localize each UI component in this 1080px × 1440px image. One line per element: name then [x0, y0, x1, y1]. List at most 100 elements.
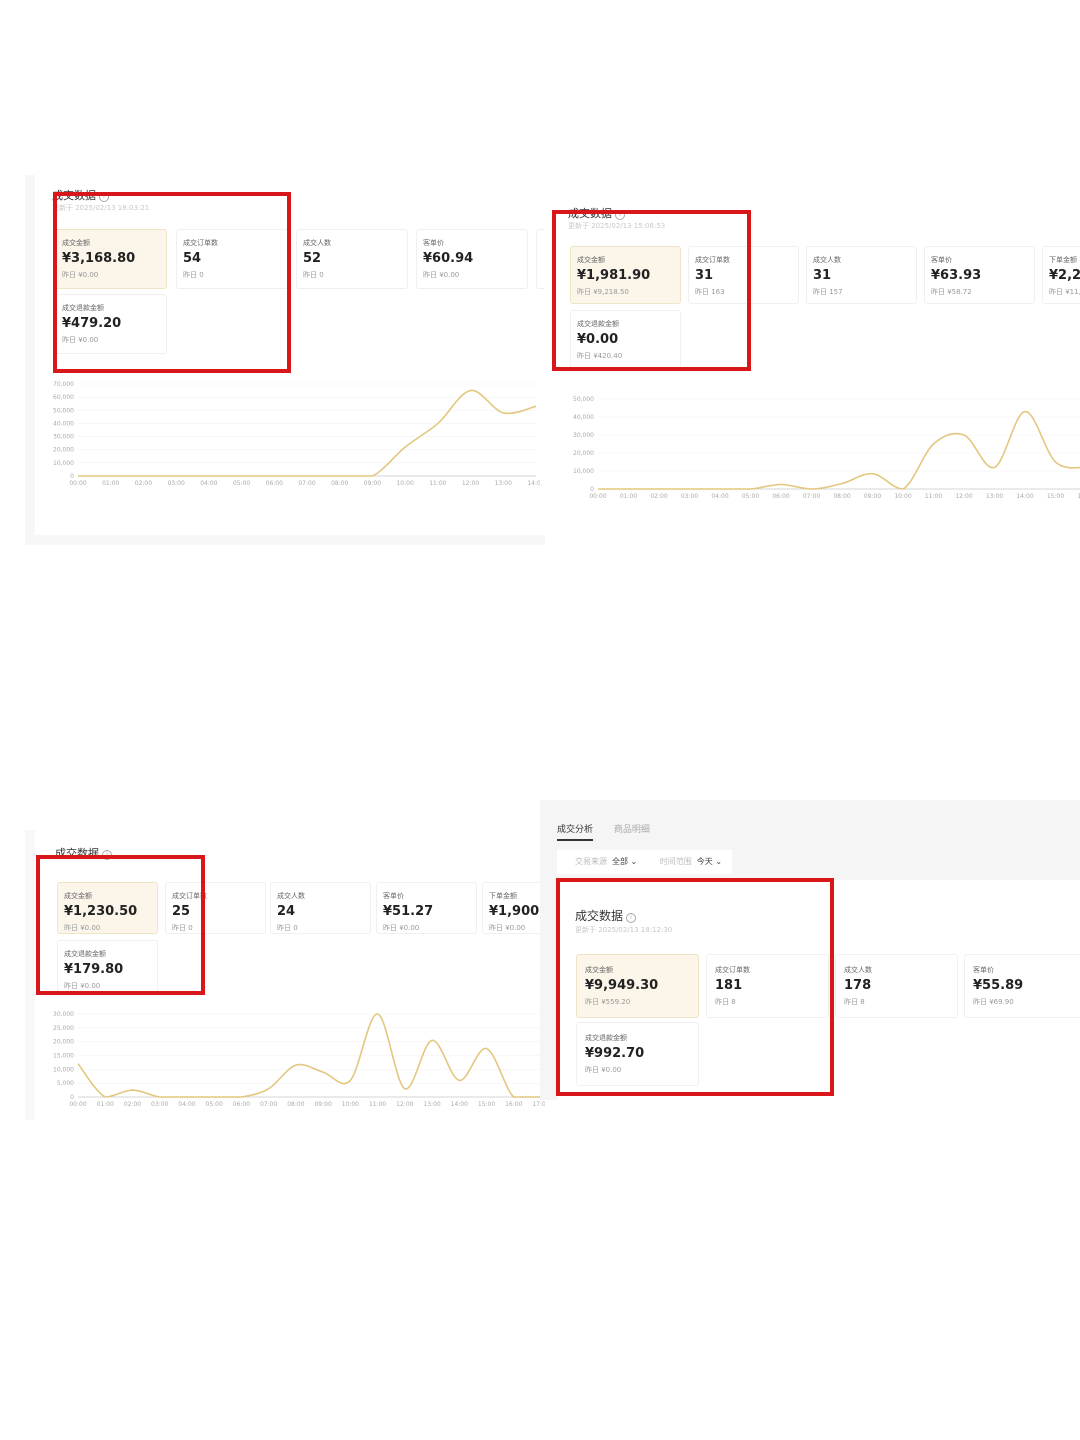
- metric-value: ¥992.70: [585, 1046, 645, 1061]
- tab-product-details[interactable]: 商品明细: [613, 825, 650, 835]
- metric-card[interactable]: 成交人数 178 昨日 8: [835, 954, 958, 1018]
- metric-card[interactable]: 成交订单数 181 昨日 8: [706, 954, 829, 1018]
- metric-value: 31: [695, 268, 714, 283]
- metric-value: 52: [303, 251, 322, 266]
- metric-card[interactable]: 成交订单数 31 昨日 163: [688, 246, 799, 304]
- x-tick-label: 01:00: [620, 493, 637, 500]
- metric-yesterday: 昨日 ¥9,218.50: [577, 288, 629, 296]
- x-tick-label: 06:00: [233, 1101, 250, 1108]
- filter-source-select[interactable]: 全部 ⌄: [612, 857, 638, 866]
- refund-card[interactable]: 成交退款金额 ¥479.20 昨日 ¥0.00: [55, 294, 167, 354]
- x-tick-label: 10:00: [342, 1101, 359, 1108]
- metric-yesterday: 昨日 ¥0.00: [585, 1066, 622, 1074]
- metric-label: 成交人数: [813, 256, 841, 264]
- metric-value: ¥63.93: [931, 268, 982, 283]
- y-tick-label: 30,000: [53, 1011, 74, 1018]
- tab-transaction-analysis[interactable]: 成交分析: [557, 822, 594, 841]
- refund-card[interactable]: 成交退款金额 ¥179.80 昨日 ¥0.00: [57, 940, 158, 992]
- metric-value: ¥1,900.60: [489, 904, 545, 919]
- info-icon[interactable]: i: [626, 913, 637, 923]
- metric-value: 24: [277, 904, 296, 919]
- metric-yesterday: 昨日 ¥0.00: [423, 271, 460, 279]
- metric-card[interactable]: 下单金额 ¥1,900.60 昨日 ¥0.00: [482, 882, 545, 934]
- dashboard-screenshot-4: 成交分析 商品明细 交易来源 全部 ⌄ 时间范围 今天 ⌄ 成交数据 i 更新于 202…: [540, 800, 1080, 1100]
- highlight-box-2: [552, 210, 751, 371]
- x-tick-label: 11:00: [369, 1101, 386, 1108]
- x-tick-label: 12:00: [396, 1101, 413, 1108]
- x-tick-label: 03:00: [151, 1101, 168, 1108]
- metric-yesterday: 昨日 ¥559.20: [585, 998, 631, 1006]
- metric-label: 成交退款金额: [62, 304, 104, 312]
- y-tick-label: 20,000: [53, 447, 74, 454]
- metric-card[interactable]: 成交人数 31 昨日 157: [806, 246, 917, 304]
- x-tick-label: 05:00: [742, 493, 759, 500]
- x-tick-label: 10:00: [894, 493, 911, 500]
- metric-card[interactable]: 成交人数 52 昨日 0: [296, 229, 408, 289]
- x-tick-label: 09:00: [364, 480, 381, 487]
- metric-card[interactable]: 成交订单数 25 昨日 0: [165, 882, 266, 934]
- metric-label: 成交退款金额: [577, 320, 619, 328]
- metric-yesterday: 昨日 0: [303, 271, 324, 279]
- x-tick-label: 15:00: [1047, 493, 1064, 500]
- metric-value: ¥1,230.50: [64, 904, 138, 919]
- x-tick-label: 13:00: [495, 480, 512, 487]
- x-tick-label: 06:00: [772, 493, 789, 500]
- metric-yesterday: 昨日 ¥11,: [1049, 288, 1080, 296]
- metric-label: 下单金额: [1049, 256, 1077, 264]
- metric-label: 成交金额: [577, 256, 605, 264]
- x-tick-label: 14:00: [1016, 493, 1033, 500]
- x-tick-label: 08:00: [331, 480, 348, 487]
- metric-card[interactable]: 客单价 ¥63.93 昨日 ¥58.72: [924, 246, 1035, 304]
- metric-value: ¥51.27: [383, 904, 434, 919]
- metric-yesterday: 昨日 ¥0.00: [489, 924, 526, 932]
- metric-yesterday: 昨日 ¥0.00: [64, 924, 101, 932]
- metric-yesterday: 昨日 ¥58.72: [931, 288, 972, 296]
- x-tick-label: 00:00: [589, 493, 606, 500]
- metric-card[interactable]: 成交金额 ¥9,949.30 昨日 ¥559.20: [576, 954, 699, 1018]
- metric-yesterday: 昨日 0: [172, 924, 193, 932]
- metric-label: 成交订单数: [183, 239, 218, 247]
- metric-card[interactable]: 成交订单数 54 昨日 0: [176, 229, 288, 289]
- y-tick-label: 10,000: [573, 468, 594, 475]
- metric-card[interactable]: 成交金额 ¥1,981.90 昨日 ¥9,218.50: [570, 246, 681, 304]
- metric-value: ¥60.94: [423, 251, 474, 266]
- metric-value: 54: [183, 251, 202, 266]
- x-tick-label: 02:00: [124, 1101, 141, 1108]
- filter-source-label: 交易来源: [575, 857, 607, 866]
- x-tick-label: 05:00: [206, 1101, 223, 1108]
- chart-svg: 0 10,000 20,000 30,000 40,000 50,000 00:00 01:0…: [573, 396, 1080, 500]
- dashboard-screenshot-3: 成交数据 i 成交金额 ¥1,230.50 昨日 ¥0.00 成交订单数 25 昨日 0 成交人…: [25, 830, 545, 1120]
- x-tick-label: 15:00: [478, 1101, 495, 1108]
- y-tick-label: 5,000: [57, 1080, 74, 1087]
- metric-card[interactable]: 客单价 ¥55.89 昨日 ¥69.90: [964, 954, 1080, 1018]
- metric-label: 成交退款金额: [64, 950, 106, 958]
- y-tick-label: 60,000: [53, 394, 74, 401]
- metric-card[interactable]: 客单价 ¥60.94 昨日 ¥0.00: [416, 229, 528, 289]
- x-tick-label: 00:00: [69, 1101, 86, 1108]
- highlight-box-4: [556, 878, 834, 1096]
- refund-card[interactable]: 成交退款金额 ¥992.70 昨日 ¥0.00: [576, 1022, 699, 1086]
- y-tick-label: 10,000: [53, 1066, 74, 1073]
- metric-card[interactable]: 客单价 ¥51.27 昨日 ¥0.00: [376, 882, 477, 934]
- chart-svg: 0 5,000 10,000 15,000 20,000 25,000 30,000 00:0…: [53, 1011, 545, 1108]
- update-time: 更新于 2025/02/13 18:03:21: [52, 204, 150, 212]
- metric-card[interactable]: 下单金额 ¥2,22 昨日 ¥11,: [1042, 246, 1080, 304]
- metric-card[interactable]: 成交金额 ¥1,230.50 昨日 ¥0.00: [57, 882, 158, 934]
- x-tick-label: 11:00: [429, 480, 446, 487]
- data-card-container: 成交数据 i 更新于 2025/02/13 18:12:30 成交金额 ¥9,949.3…: [557, 880, 1080, 1100]
- y-tick-label: 25,000: [53, 1025, 74, 1032]
- metric-card[interactable]: 成交人数 24 昨日 0: [270, 882, 371, 934]
- y-tick-label: 50,000: [53, 407, 74, 414]
- metric-value: 25: [172, 904, 191, 919]
- y-tick-label: 40,000: [53, 420, 74, 427]
- metric-value: 181: [715, 978, 743, 993]
- metric-card[interactable]: [536, 229, 545, 289]
- x-tick-label: 16:00: [1077, 493, 1080, 500]
- metric-value: 178: [844, 978, 872, 993]
- section-title-text: 成交数据: [575, 909, 624, 923]
- filter-time-select[interactable]: 今天 ⌄: [696, 857, 723, 866]
- metric-value: ¥1,981.90: [577, 268, 651, 283]
- x-tick-label: 02:00: [135, 480, 152, 487]
- filter-bar: 交易来源 全部 ⌄ 时间范围 今天 ⌄: [557, 850, 732, 874]
- metric-value: ¥2,22: [1049, 268, 1080, 283]
